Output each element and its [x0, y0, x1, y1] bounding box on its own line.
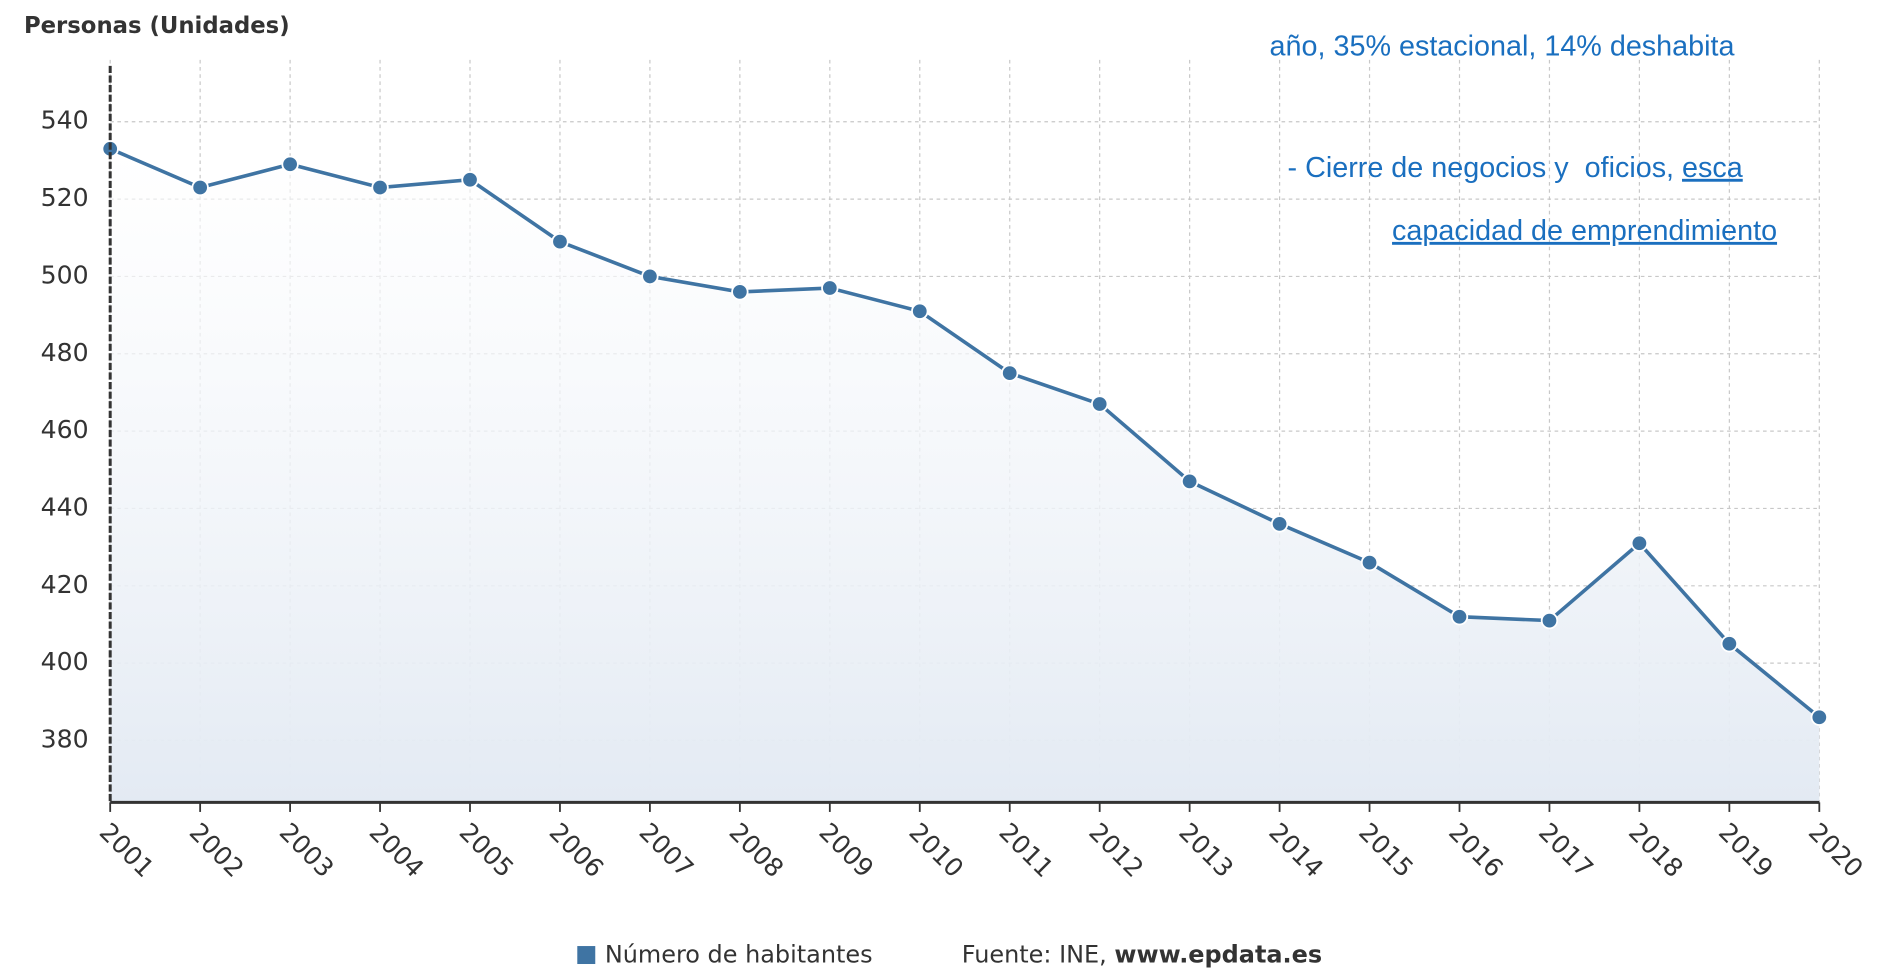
annotation-part: esca — [1682, 151, 1743, 183]
point — [551, 232, 569, 251]
x-tick-label: 2007 — [634, 817, 700, 883]
legend-swatch — [577, 946, 596, 965]
x-tick-label: 2018 — [1623, 817, 1689, 883]
y-tick-label: 460 — [41, 415, 89, 444]
x-tick-label: 2002 — [184, 817, 250, 883]
source: Fuente: INE, www.epdata.es — [962, 941, 1322, 969]
annotation: año, 35% estacional, 14% deshabita — [1270, 30, 1735, 62]
x-tick-label: 2011 — [993, 817, 1059, 883]
point — [461, 171, 479, 189]
y-axis-label: Personas (Unidades) — [24, 13, 290, 39]
annotation-part: - Cierre de negocios y oficios, — [1288, 151, 1675, 183]
y-tick-label: 540 — [41, 106, 89, 135]
point — [1720, 635, 1739, 653]
y-tick-label: 440 — [41, 492, 89, 521]
point — [1180, 472, 1199, 491]
x-tick-label: 2005 — [454, 817, 520, 883]
annotation: - Cierre de negocios y oficios, esca — [1288, 151, 1743, 183]
x-tick-label: 2001 — [94, 817, 160, 883]
y-tick-label: 500 — [41, 260, 89, 289]
x-tick-label: 2014 — [1263, 817, 1329, 883]
line — [109, 147, 1821, 719]
annotation: capacidad de emprendimiento — [1392, 215, 1777, 247]
y-tick-label: 420 — [41, 570, 89, 599]
point — [1630, 534, 1649, 552]
x-tick-label: 2019 — [1713, 817, 1779, 883]
point — [641, 267, 659, 286]
point — [731, 283, 749, 301]
legend-label: Número de habitantes — [605, 941, 873, 969]
x-tick-label: 2012 — [1083, 817, 1149, 883]
point — [821, 279, 839, 297]
x-tick-label: 2004 — [364, 817, 430, 883]
y-tick-label: 400 — [41, 647, 89, 676]
area — [110, 148, 1820, 803]
point — [281, 155, 299, 173]
point — [1810, 708, 1828, 726]
point — [1450, 608, 1469, 626]
source-text: Fuente: INE, — [962, 941, 1107, 969]
x-tick-label: 2017 — [1533, 817, 1599, 883]
point — [1270, 515, 1289, 533]
x-tick-label: 2006 — [544, 817, 610, 883]
x-tick-label: 2003 — [274, 817, 340, 883]
point — [1540, 611, 1559, 630]
source-link: www.epdata.es — [1114, 941, 1322, 969]
x-tick-label: 2008 — [723, 817, 789, 883]
point — [911, 302, 929, 320]
y-tick-label: 480 — [41, 338, 89, 367]
y-tick-label: 380 — [41, 724, 89, 753]
point — [1090, 395, 1109, 413]
x-tick-label: 2009 — [813, 817, 879, 883]
x-tick-label: 2020 — [1803, 817, 1869, 883]
point — [371, 178, 389, 197]
y-tick-label: 520 — [41, 183, 89, 212]
x-tick-label: 2016 — [1443, 817, 1509, 883]
x-tick-label: 2013 — [1173, 817, 1239, 883]
point — [191, 178, 209, 197]
point — [1360, 553, 1379, 572]
point — [1001, 364, 1019, 382]
x-tick-label: 2015 — [1353, 817, 1419, 883]
x-tick-label: 2010 — [903, 817, 969, 883]
